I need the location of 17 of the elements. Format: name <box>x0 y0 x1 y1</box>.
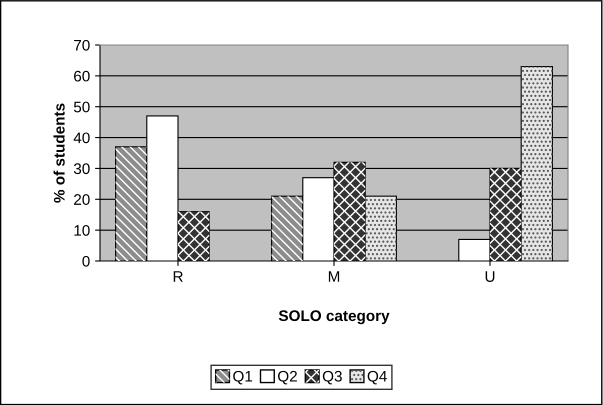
x-axis-title: SOLO category <box>278 310 390 324</box>
x-tick-label: U <box>486 271 494 282</box>
legend-label: Q1 <box>233 370 252 384</box>
y-tick-label: 30 <box>74 163 90 174</box>
y-tick-label: 20 <box>74 194 90 205</box>
y-tick-label: 50 <box>74 102 90 112</box>
x-tick-label: M <box>328 271 340 282</box>
y-tick-label: 70 <box>74 40 90 51</box>
y-tick-label: 0 <box>82 256 90 267</box>
legend-label: Q2 <box>278 370 297 384</box>
y-axis-title: % of students <box>53 104 65 203</box>
x-tick-label: R <box>174 271 183 282</box>
legend-label: Q4 <box>368 370 387 384</box>
y-tick-label: 60 <box>74 70 90 82</box>
y-tick-label: 40 <box>74 132 90 144</box>
legend-label: Q3 <box>322 370 342 384</box>
y-tick-label: 10 <box>74 225 90 236</box>
